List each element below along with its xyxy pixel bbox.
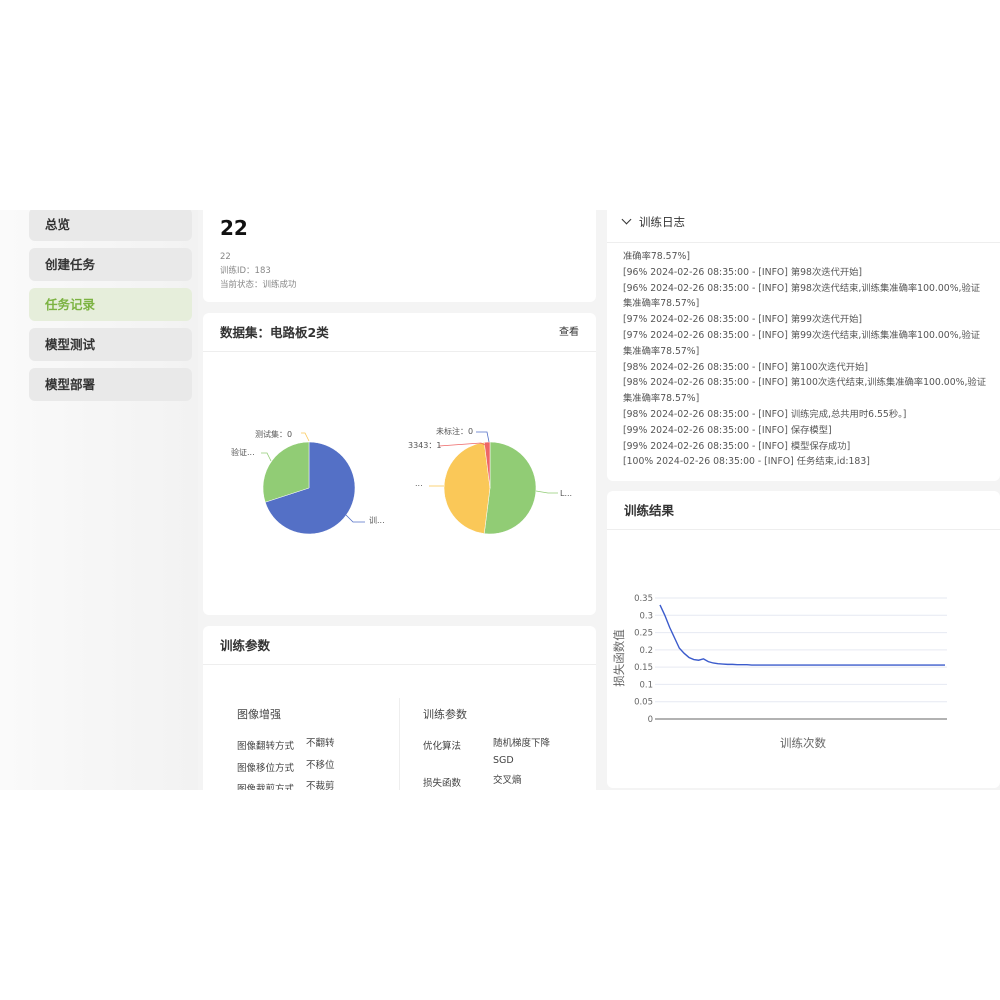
task-info-card: 22 22 训练ID：183 当前状态：训练成功 [203,210,596,302]
pie1-label-train: 训... [369,516,385,525]
y-tick-label: 0.25 [634,629,653,639]
y-tick-label: 0.15 [634,663,653,673]
param-value: 随机梯度下降 SGD [493,738,551,766]
log-line: [98% 2024-02-26 08:35:00 - [INFO] 第100次迭… [623,361,868,373]
y-axis-label: 损失函数值 [612,629,626,687]
param-label: 图像移位方式 [237,762,295,774]
log-line: [99% 2024-02-26 08:35:00 - [INFO] 保存模型] [623,424,832,436]
param-value: 交叉熵 [493,775,522,786]
pie-label-line [535,490,558,494]
train-params-title: 训练参数 [423,708,467,721]
dataset-header: 数据集：电路板2类 查看 [203,313,596,352]
chevron-down-icon[interactable] [621,214,632,225]
y-tick-label: 0.35 [634,594,653,604]
aug-title: 图像增强 [237,708,281,721]
log-title: 训练日志 [639,215,685,229]
log-header[interactable]: 训练日志 [607,210,1000,243]
dataset-card: 数据集：电路板2类 查看 测试集：0 验证... 训... 未标注：0 3343… [203,313,596,615]
pie2-slice[interactable] [483,441,491,489]
param-value: 不裁剪 [306,781,335,790]
log-line: [100% 2024-02-26 08:35:00 - [INFO] 任务结束,… [623,456,870,468]
params-title: 训练参数 [203,626,596,665]
params-card: 训练参数 图像增强 图像翻转方式 不翻转图像移位方式 不移位图像裁剪方式 不裁剪 训练… [203,626,596,790]
task-title: 22 [220,216,248,240]
divider [399,698,400,790]
task-id: 训练ID：183 [220,266,271,276]
dataset-title: 数据集：电路板2类 [220,325,329,340]
log-line: [97% 2024-02-26 08:35:00 - [INFO] 第99次迭代… [623,329,981,357]
pie2-label-3343: 3343：1 [408,441,442,450]
y-tick-label: 0.2 [639,646,653,656]
pie-label-line [261,452,272,462]
log-line: 准确率78.57%] [623,251,690,262]
pie1-label-val: 验证... [231,448,255,457]
log-line: [97% 2024-02-26 08:35:00 - [INFO] 第99次迭代… [623,314,863,326]
param-label: 优化算法 [423,741,462,752]
log-line: [96% 2024-02-26 08:35:00 - [INFO] 第98次迭代… [623,266,863,278]
log-line: [99% 2024-02-26 08:35:00 - [INFO] 模型保存成功… [623,440,851,452]
pie-label-line [476,431,490,443]
pie2-slice[interactable] [483,441,537,535]
task-status: 当前状态：训练成功 [220,280,297,290]
pie-label-line [438,442,486,447]
y-tick-label: 0.05 [634,698,653,708]
param-label: 损失函数 [423,778,462,789]
log-line: [98% 2024-02-26 08:35:00 - [INFO] 训练完成,总… [623,408,907,420]
sidebar-item-task-records[interactable]: 任务记录 [29,288,192,321]
y-tick-label: 0.3 [639,611,653,621]
param-value: 不移位 [306,759,335,771]
param-label: 图像裁剪方式 [237,784,295,790]
param-label: 图像翻转方式 [237,741,295,752]
sidebar-item-overview[interactable]: 总览 [29,210,192,241]
y-tick-label: 0 [648,715,653,725]
result-card: 训练结果 0 0.05 0.1 0.15 0.2 0.25 0.3 0.35 训练次数 损失函数值 [607,491,1000,788]
app: 总览 创建任务 任务记录 模型测试 模型部署 22 22 训练ID：183 当前… [0,210,1000,790]
log-content: 准确率78.57%] [96% 2024-02-26 08:35:00 - [IN… [607,243,1000,481]
y-tick-label: 0.1 [639,680,653,690]
pie2-label-yellow: ... [415,479,423,488]
task-name: 22 [220,252,231,262]
pie-label-line [301,432,310,442]
log-line: [98% 2024-02-26 08:35:00 - [INFO] 第100次迭… [623,377,986,405]
loss-series-line [659,604,945,666]
sidebar-item-model-deploy[interactable]: 模型部署 [29,368,192,401]
pie1-slice[interactable] [262,441,310,503]
pie2-slice[interactable] [443,442,491,534]
result-title: 训练结果 [607,491,1000,530]
log-line: [96% 2024-02-26 08:35:00 - [INFO] 第98次迭代… [623,282,981,310]
sidebar: 总览 创建任务 任务记录 模型测试 模型部署 [0,210,198,790]
pie2-label-unlabeled: 未标注：0 [436,427,474,436]
loss-chart: 0 0.05 0.1 0.15 0.2 0.25 0.3 0.35 训练次数 损失函数值 [612,594,947,750]
sidebar-item-create-task[interactable]: 创建任务 [29,248,192,281]
pie1-label-test: 测试集：0 [255,430,293,439]
sidebar-item-model-test[interactable]: 模型测试 [29,328,192,361]
pie2-label-green: L... [560,489,573,498]
log-card: 训练日志 准确率78.57%] [96% 2024-02-26 08:35:00 … [607,210,1000,481]
x-axis-label: 训练次数 [780,736,826,750]
param-value: 不翻转 [306,738,335,749]
dataset-pie-charts [261,431,558,535]
view-button[interactable]: 查看 [559,327,579,338]
pie-label-line [345,514,365,523]
